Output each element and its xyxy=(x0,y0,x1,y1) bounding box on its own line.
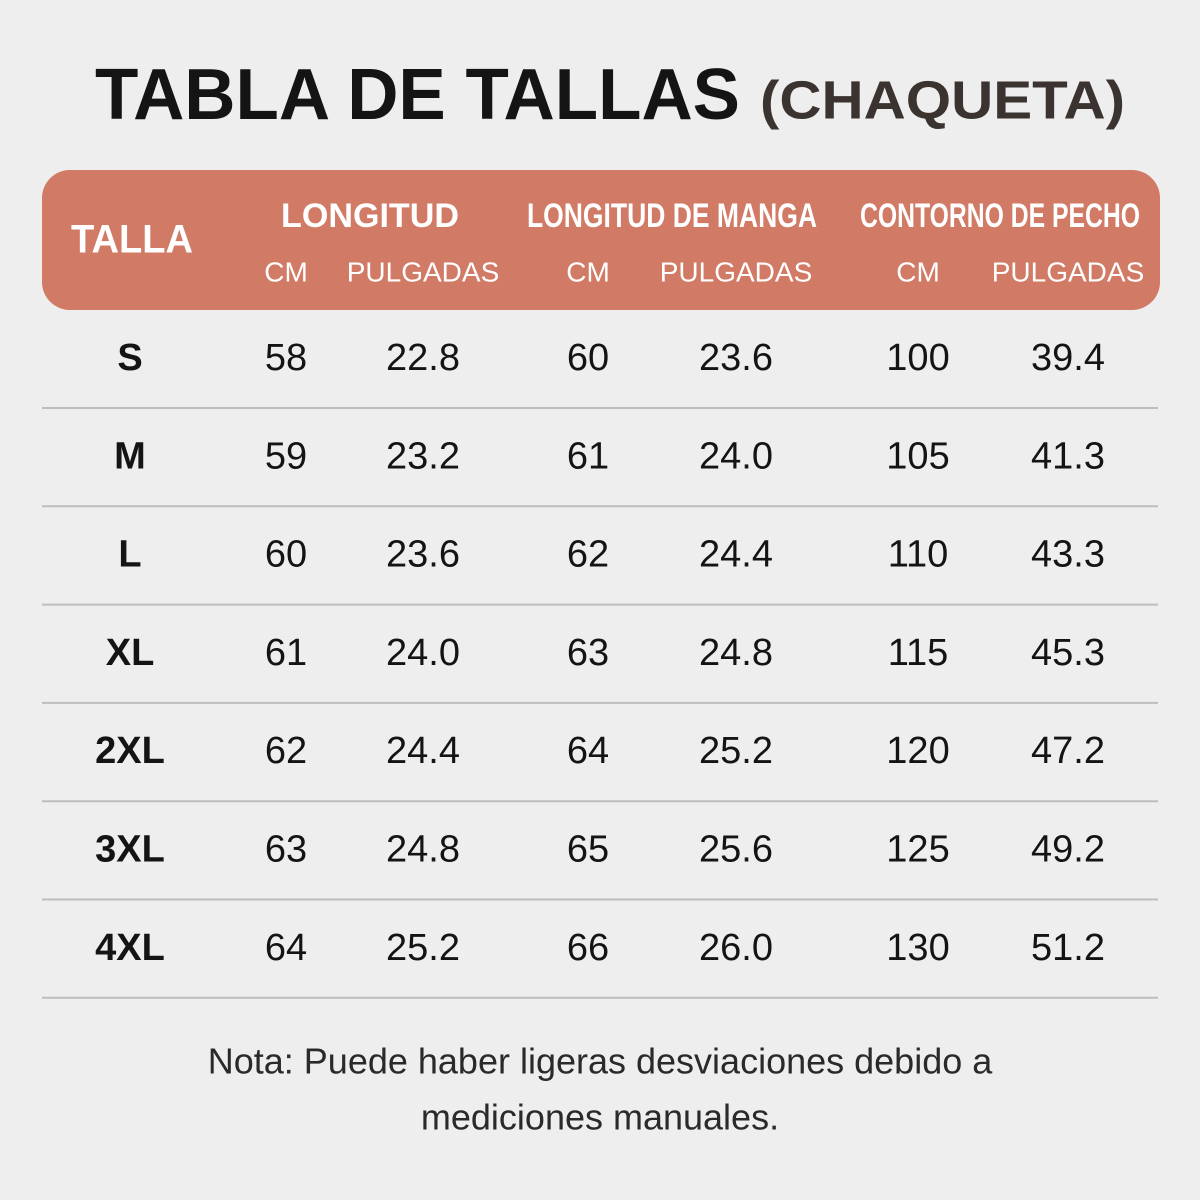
cell: 24.4 xyxy=(386,730,460,772)
cell: 43.3 xyxy=(1031,534,1105,576)
cell: 41.3 xyxy=(1031,435,1105,477)
cell: 23.6 xyxy=(386,534,460,576)
cell: 22.8 xyxy=(386,337,460,379)
group-header: LONGITUD xyxy=(281,197,459,235)
cell: 23.2 xyxy=(386,435,460,477)
cell: 25.2 xyxy=(386,927,460,969)
size-label: M xyxy=(114,435,146,477)
cell: 24.0 xyxy=(699,435,773,477)
title: TABLA DE TALLAS xyxy=(95,55,740,135)
cell: 26.0 xyxy=(699,927,773,969)
cell: 105 xyxy=(886,435,949,477)
cell: 60 xyxy=(265,534,307,576)
unit-header: PULGADAS xyxy=(992,256,1145,287)
cell: 65 xyxy=(567,829,609,871)
cell: 24.0 xyxy=(386,632,460,674)
cell: 60 xyxy=(567,337,609,379)
cell: 25.2 xyxy=(699,730,773,772)
size-label: L xyxy=(118,534,141,576)
cell: 51.2 xyxy=(1031,927,1105,969)
cell: 110 xyxy=(888,534,949,576)
cell: 62 xyxy=(567,534,609,576)
cell: 49.2 xyxy=(1031,829,1105,871)
cell: 64 xyxy=(265,927,307,969)
unit-header: CM xyxy=(896,256,940,287)
cell: 63 xyxy=(265,829,307,871)
cell: 23.6 xyxy=(699,337,773,379)
note-line: Nota: Puede haber ligeras desviaciones d… xyxy=(208,1041,994,1082)
size-label: XL xyxy=(106,632,155,674)
cell: 62 xyxy=(265,730,307,772)
cell: 100 xyxy=(886,337,949,379)
size-label: 4XL xyxy=(95,927,165,969)
subtitle: (CHAQUETA) xyxy=(760,70,1125,130)
cell: 45.3 xyxy=(1031,632,1105,674)
cell: 24.8 xyxy=(386,829,460,871)
size-label: S xyxy=(117,337,142,379)
cell: 115 xyxy=(888,632,949,674)
cell: 120 xyxy=(886,730,949,772)
cell: 59 xyxy=(265,435,307,477)
header-band xyxy=(42,170,1160,310)
cell: 61 xyxy=(265,632,307,674)
cell: 130 xyxy=(886,927,949,969)
unit-header: CM xyxy=(566,256,610,287)
size-header: TALLA xyxy=(71,218,193,262)
group-header: CONTORNO DE PECHO xyxy=(860,197,1140,235)
cell: 125 xyxy=(886,829,949,871)
cell: 24.4 xyxy=(699,534,773,576)
size-label: 2XL xyxy=(95,730,165,772)
group-header: LONGITUD DE MANGA xyxy=(527,197,817,235)
unit-header: PULGADAS xyxy=(347,256,500,287)
cell: 47.2 xyxy=(1031,730,1105,772)
size-label: 3XL xyxy=(95,829,165,871)
cell: 63 xyxy=(567,632,609,674)
cell: 24.8 xyxy=(699,632,773,674)
unit-header: PULGADAS xyxy=(660,256,813,287)
cell: 58 xyxy=(265,337,307,379)
note-line: mediciones manuales. xyxy=(421,1097,779,1138)
unit-header: CM xyxy=(264,256,308,287)
cell: 25.6 xyxy=(699,829,773,871)
cell: 66 xyxy=(567,927,609,969)
cell: 39.4 xyxy=(1031,337,1105,379)
cell: 64 xyxy=(567,730,609,772)
cell: 61 xyxy=(567,435,609,477)
